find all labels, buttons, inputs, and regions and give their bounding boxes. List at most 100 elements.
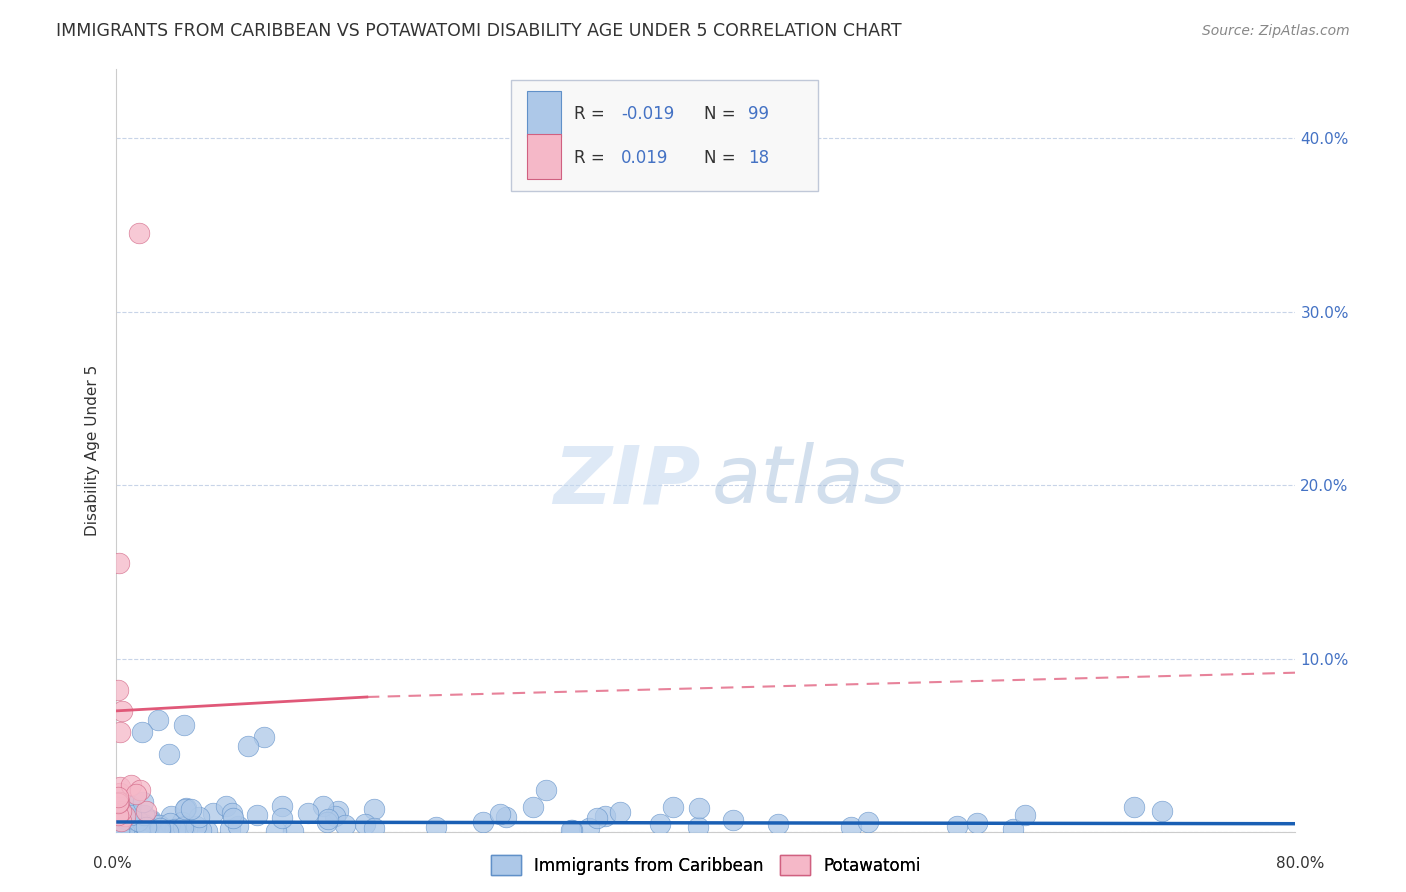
- Point: [172, 820, 194, 834]
- Point: [195, 824, 218, 838]
- Text: -0.019: -0.019: [621, 105, 675, 123]
- Point: [839, 820, 862, 834]
- Point: [173, 802, 195, 816]
- Point: [146, 713, 169, 727]
- Point: [202, 805, 225, 820]
- Point: [966, 816, 988, 830]
- Point: [127, 814, 149, 828]
- Point: [688, 801, 710, 815]
- Text: 0.019: 0.019: [621, 149, 668, 167]
- Point: [124, 787, 146, 801]
- Legend: Immigrants from Caribbean, Potawatomi: Immigrants from Caribbean, Potawatomi: [484, 849, 928, 881]
- Point: [488, 806, 510, 821]
- Point: [1014, 807, 1036, 822]
- Point: [188, 810, 211, 824]
- Point: [283, 824, 305, 838]
- Point: [120, 816, 142, 830]
- Text: R =: R =: [574, 149, 610, 167]
- Point: [110, 704, 132, 718]
- Point: [132, 817, 155, 831]
- Point: [156, 822, 179, 836]
- Point: [110, 805, 132, 819]
- Point: [609, 805, 631, 820]
- Point: [118, 812, 141, 826]
- Point: [121, 812, 143, 826]
- Point: [180, 801, 202, 815]
- Point: [215, 799, 238, 814]
- Point: [163, 822, 186, 836]
- Point: [315, 815, 337, 830]
- Text: 0.0%: 0.0%: [93, 856, 132, 871]
- Point: [110, 819, 132, 833]
- Point: [107, 807, 129, 822]
- Text: N =: N =: [703, 105, 741, 123]
- Point: [118, 825, 141, 839]
- Point: [1123, 800, 1146, 814]
- Point: [108, 786, 131, 800]
- Point: [1152, 804, 1174, 818]
- Point: [1002, 822, 1025, 836]
- Point: [174, 801, 197, 815]
- Point: [108, 795, 131, 809]
- Point: [221, 805, 243, 820]
- Point: [353, 817, 375, 831]
- Point: [131, 823, 153, 838]
- Text: 99: 99: [748, 105, 769, 123]
- Point: [312, 799, 335, 814]
- Point: [335, 818, 357, 832]
- Point: [534, 783, 557, 797]
- Point: [472, 815, 495, 830]
- Y-axis label: Disability Age Under 5: Disability Age Under 5: [86, 365, 100, 536]
- Point: [157, 825, 180, 839]
- Text: 80.0%: 80.0%: [1277, 856, 1324, 871]
- Point: [190, 823, 212, 838]
- Text: IMMIGRANTS FROM CARIBBEAN VS POTAWATOMI DISABILITY AGE UNDER 5 CORRELATION CHART: IMMIGRANTS FROM CARIBBEAN VS POTAWATOMI …: [56, 22, 901, 40]
- Point: [271, 799, 294, 814]
- Point: [173, 822, 195, 836]
- Text: N =: N =: [703, 149, 741, 167]
- Point: [108, 724, 131, 739]
- Text: R =: R =: [574, 105, 610, 123]
- Point: [688, 820, 710, 834]
- Point: [172, 815, 194, 830]
- Point: [174, 819, 197, 833]
- Point: [132, 795, 155, 809]
- Point: [246, 808, 269, 822]
- Point: [721, 813, 744, 827]
- Point: [139, 813, 162, 827]
- Text: Source: ZipAtlas.com: Source: ZipAtlas.com: [1202, 24, 1350, 38]
- Point: [108, 804, 131, 818]
- Point: [236, 739, 259, 753]
- Point: [648, 817, 671, 831]
- Point: [218, 822, 240, 837]
- Point: [108, 824, 131, 838]
- Point: [149, 822, 172, 836]
- Point: [159, 747, 181, 762]
- Point: [522, 799, 544, 814]
- Point: [131, 724, 153, 739]
- FancyBboxPatch shape: [512, 80, 818, 191]
- Point: [135, 804, 157, 818]
- Text: 18: 18: [748, 149, 769, 167]
- Point: [112, 824, 135, 838]
- Point: [264, 823, 287, 838]
- Point: [160, 809, 183, 823]
- Text: atlas: atlas: [711, 442, 907, 520]
- Point: [108, 804, 131, 818]
- Point: [120, 807, 142, 822]
- Point: [856, 815, 879, 830]
- Point: [107, 683, 129, 698]
- Point: [148, 818, 170, 832]
- Point: [108, 780, 131, 794]
- Point: [114, 808, 136, 822]
- Point: [495, 810, 517, 824]
- Point: [150, 824, 173, 838]
- Point: [115, 812, 138, 826]
- Point: [122, 814, 145, 829]
- Point: [271, 811, 294, 825]
- Point: [129, 783, 152, 797]
- Point: [159, 816, 181, 830]
- Point: [132, 822, 155, 837]
- Point: [186, 819, 208, 833]
- Point: [578, 821, 600, 835]
